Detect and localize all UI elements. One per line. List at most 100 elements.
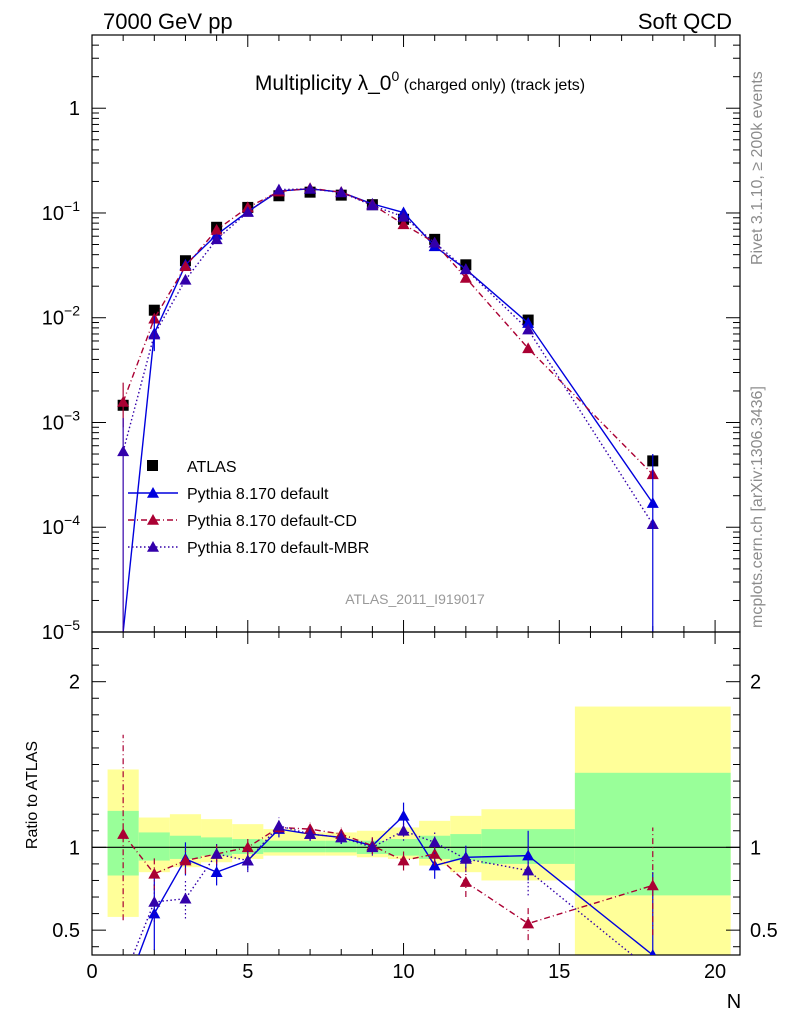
x-tick-label: 5 xyxy=(242,961,253,983)
ratio-marker-1 xyxy=(397,854,410,866)
ratio-marker-0 xyxy=(649,949,657,955)
data-marker-2 xyxy=(397,218,410,230)
ratio-panel-frame xyxy=(91,631,741,956)
plot-title: Multiplicity λ_00 (charged only) (track … xyxy=(255,68,585,95)
y-tick-label-exponent: −2 xyxy=(64,303,80,319)
rivet-version-text: Rivet 3.1.10, ≥ 200k events xyxy=(749,71,766,265)
ratio-marker-2 xyxy=(459,852,472,864)
data-marker-3 xyxy=(428,236,441,248)
legend-marker-atlas xyxy=(147,460,158,471)
ratio-marker-2 xyxy=(397,824,410,836)
plot-title-suffix: (charged only) (track jets) xyxy=(399,77,585,94)
data-marker-3 xyxy=(522,323,535,335)
x-tick-label: 0 xyxy=(86,961,97,983)
ratio-y-tick-label-right: 1 xyxy=(750,837,761,859)
data-marker-3 xyxy=(397,210,410,222)
data-marker-3 xyxy=(335,186,348,198)
ratio-marker-2 xyxy=(366,841,379,853)
mcplots-reference-text: mcplots.cern.ch [arXiv:1306.3436] xyxy=(749,386,766,628)
data-marker-2 xyxy=(210,223,223,235)
legend: ATLAS Pythia 8.170 default Pythia 8.170 de… xyxy=(128,459,369,557)
y-tick-label: 10−2 xyxy=(42,303,80,330)
data-marker-3 xyxy=(304,182,317,194)
uncertainty-band-green xyxy=(263,840,295,853)
data-marker-3 xyxy=(272,183,285,195)
ratio-series-group xyxy=(117,734,659,955)
plot-title-main: Multiplicity λ_0 xyxy=(255,72,392,95)
ratio-y-axis-label: Ratio to ATLAS xyxy=(24,741,41,849)
y-tick-label-exponent: −3 xyxy=(64,407,80,423)
ratio-marker-1 xyxy=(179,854,192,866)
data-marker-2 xyxy=(459,271,472,283)
y-tick-label-base: 10 xyxy=(42,622,64,644)
ratio-y-tick-label: 1 xyxy=(69,837,80,859)
plot-title-sup: 0 xyxy=(391,68,399,84)
ratio-marker-0 xyxy=(397,809,410,821)
data-marker-2 xyxy=(179,260,192,272)
ratio-marker-2 xyxy=(272,819,285,831)
y-tick-label: 1 xyxy=(69,98,80,120)
y-tick-label-exponent: −4 xyxy=(64,512,80,528)
data-marker-2 xyxy=(522,342,535,354)
data-marker-3 xyxy=(459,263,472,275)
x-tick-label: 10 xyxy=(392,961,414,983)
legend-label-3: Pythia 8.170 default-MBR xyxy=(187,540,369,557)
x-tick-label: 20 xyxy=(704,961,726,983)
data-marker-3 xyxy=(179,273,192,285)
data-marker-atlas xyxy=(148,304,160,316)
uncertainty-band-green xyxy=(325,840,357,853)
analysis-watermark: ATLAS_2011_I919017 xyxy=(345,591,485,607)
header-left: 7000 GeV pp xyxy=(103,9,233,34)
y-tick-label-base: 10 xyxy=(42,308,64,330)
ratio-y-tick-label: 0.5 xyxy=(52,920,80,942)
ratio-y-tick-label: 2 xyxy=(69,672,80,694)
legend-label-0: ATLAS xyxy=(187,459,237,476)
legend-marker-1 xyxy=(147,487,159,498)
uncertainty-band-green xyxy=(138,832,170,861)
data-marker-1 xyxy=(522,317,535,328)
legend-label-1: Pythia 8.170 default xyxy=(187,486,329,503)
ratio-series-line-1 xyxy=(122,826,653,925)
legend-marker-2 xyxy=(147,514,159,525)
ratio-marker-0 xyxy=(210,866,223,877)
legend-marker-3 xyxy=(147,541,159,552)
ratio-y-tick-label-right: 2 xyxy=(750,672,761,694)
y-tick-label-exponent: −5 xyxy=(64,617,80,633)
ratio-marker-1 xyxy=(241,841,254,853)
ratio-marker-1 xyxy=(148,867,161,879)
ratio-marker-2 xyxy=(210,847,223,859)
data-marker-3 xyxy=(241,206,254,217)
y-tick-label: 10−4 xyxy=(42,512,80,539)
ratio-marker-1 xyxy=(522,917,535,929)
y-tick-label: 10−1 xyxy=(42,198,80,225)
data-marker-3 xyxy=(366,199,379,211)
series-line-2 xyxy=(122,187,654,475)
ratio-marker-2 xyxy=(304,828,317,839)
uncertainty-band-green xyxy=(294,840,326,853)
ratio-marker-2 xyxy=(148,895,161,907)
ratio-marker-2 xyxy=(335,831,348,843)
ratio-y-tick-label-right: 0.5 xyxy=(750,920,778,942)
ratio-series-line-2 xyxy=(132,825,634,955)
y-tick-label-exponent: −1 xyxy=(64,198,80,214)
ratio-marker-1 xyxy=(117,828,130,839)
header-right: Soft QCD xyxy=(638,9,732,34)
ratio-marker-1 xyxy=(459,876,472,887)
data-marker-3 xyxy=(210,233,223,245)
x-axis-label: N xyxy=(727,991,741,1013)
series-line-1 xyxy=(122,188,654,633)
y-tick-label-base: 10 xyxy=(42,203,64,225)
ratio-plot-panel: 0 5 10 15 20 0.5 0.5 1 1 2 2 xyxy=(52,631,778,983)
y-tick-label-base: 10 xyxy=(42,517,64,539)
ratio-marker-1 xyxy=(646,879,659,891)
y-tick-label: 10−5 xyxy=(42,617,80,644)
series-line-3 xyxy=(122,188,654,525)
ratio-marker-2 xyxy=(241,854,254,866)
main-plot-panel: 110−110−210−310−410−5 xyxy=(42,34,741,955)
ratio-marker-2 xyxy=(428,836,441,848)
x-tick-label: 15 xyxy=(548,961,570,983)
legend-label-2: Pythia 8.170 default-CD xyxy=(187,513,357,530)
y-tick-label: 10−3 xyxy=(42,407,80,434)
ratio-marker-2 xyxy=(522,864,535,876)
